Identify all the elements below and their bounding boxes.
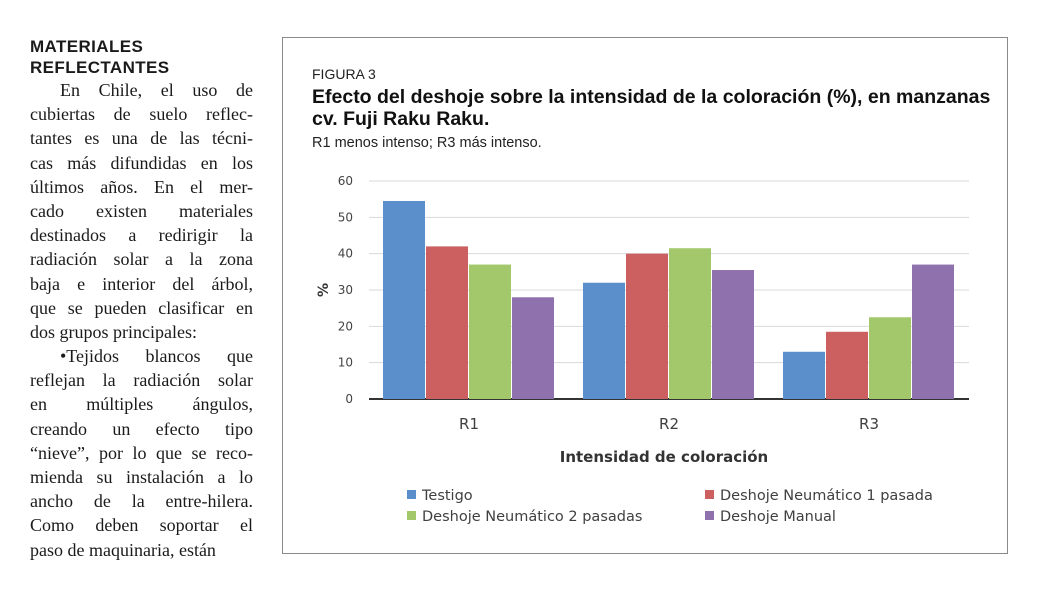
y-tick-label: 20 — [338, 319, 353, 333]
bar-r2-series-1 — [626, 253, 668, 399]
y-tick-label: 50 — [338, 210, 353, 224]
article-line: reflejan la radiación solar — [30, 370, 253, 391]
legend-swatch — [407, 511, 416, 520]
legend-swatch — [705, 490, 714, 499]
article-line: en múltiples ángulos, — [30, 394, 253, 415]
y-tick-label: 60 — [338, 174, 353, 188]
y-tick-label: 30 — [338, 283, 353, 297]
x-axis-label: Intensidad de coloración — [560, 448, 768, 466]
article-line: •Tejidos blancos que — [60, 346, 253, 367]
x-tick-label: R2 — [659, 415, 679, 433]
article-line: ancho de la entre-hilera. — [30, 491, 253, 512]
x-tick-label: R1 — [459, 415, 479, 433]
article-line: tantes es una de las técni- — [30, 128, 253, 149]
bar-r3-series-1 — [826, 331, 868, 399]
article-line: últimos años. En el mer- — [30, 176, 253, 197]
section-heading-line-2: REFLECTANTES — [30, 58, 170, 77]
bar-r2-series-0 — [583, 282, 625, 399]
legend-swatch — [407, 490, 416, 499]
article-line: cado existen materiales — [30, 200, 253, 221]
figure-title: Efecto del deshoje sobre la intensidad d… — [312, 86, 991, 130]
legend-label: Deshoje Manual — [720, 509, 836, 525]
bar-r3-series-2 — [869, 317, 911, 399]
legend-label: Deshoje Neumático 2 pasadas — [422, 509, 643, 525]
legend-item-neumatico-1: Deshoje Neumático 1 pasada — [705, 488, 933, 504]
bar-r2-series-3 — [712, 270, 754, 399]
x-tick-label: R3 — [859, 415, 879, 433]
article-line: En Chile, el uso de — [60, 80, 253, 100]
article-line: cas más difundidas en los — [30, 152, 253, 173]
bar-r1-series-1 — [426, 246, 468, 399]
section-heading-line-1: MATERIALES — [30, 37, 144, 56]
legend-item-testigo: Testigo — [407, 488, 473, 504]
figure-box: FIGURA 3 Efecto del deshoje sobre la int… — [282, 37, 1008, 554]
bar-r2-series-2 — [669, 248, 711, 399]
y-tick-label: 10 — [338, 356, 353, 370]
article-line: que se pueden clasificar en — [30, 297, 253, 318]
legend-item-neumatico-2: Deshoje Neumático 2 pasadas — [407, 509, 642, 525]
legend-label: Deshoje Neumático 1 pasada — [720, 488, 933, 504]
article-line: destinados a redirigir la — [30, 225, 253, 246]
article-column: MATERIALES REFLECTANTES En Chile, el uso… — [30, 36, 253, 562]
article-line: baja e interior del árbol, — [30, 273, 253, 294]
bar-r1-series-3 — [512, 297, 554, 399]
bar-r3-series-3 — [912, 264, 954, 399]
legend-item-manual: Deshoje Manual — [705, 509, 836, 525]
article-line: mienda su instalación a lo — [30, 467, 253, 487]
legend-swatch — [705, 511, 714, 520]
bar-r3-series-0 — [783, 351, 825, 399]
article-line: dos grupos principales: — [30, 321, 197, 342]
y-tick-label: 0 — [345, 392, 353, 406]
article-line: radiación solar a la zona — [30, 249, 253, 270]
article-line: paso de maquinaria, están — [30, 539, 216, 560]
bar-r1-series-0 — [383, 200, 425, 399]
section-heading: MATERIALES REFLECTANTES — [30, 36, 253, 78]
figure-label: FIGURA 3 — [312, 66, 376, 82]
article-line: “nieve”, por lo que se reco- — [30, 442, 253, 463]
bar-chart: 0 10 20 30 40 50 60 R1 R2 R3% Intensidad de colora… — [316, 174, 969, 466]
y-axis-label: % — [316, 283, 332, 297]
figure-subtitle: R1 menos intenso; R3 más intenso. — [312, 135, 542, 151]
legend-label: Testigo — [422, 488, 473, 504]
article-line: cubiertas de suelo reflec- — [30, 104, 253, 125]
article-line: Como deben soportar el — [30, 515, 253, 536]
article-line: creando un efecto tipo — [30, 418, 253, 439]
bar-r1-series-2 — [469, 264, 511, 399]
y-tick-label: 40 — [338, 247, 353, 261]
